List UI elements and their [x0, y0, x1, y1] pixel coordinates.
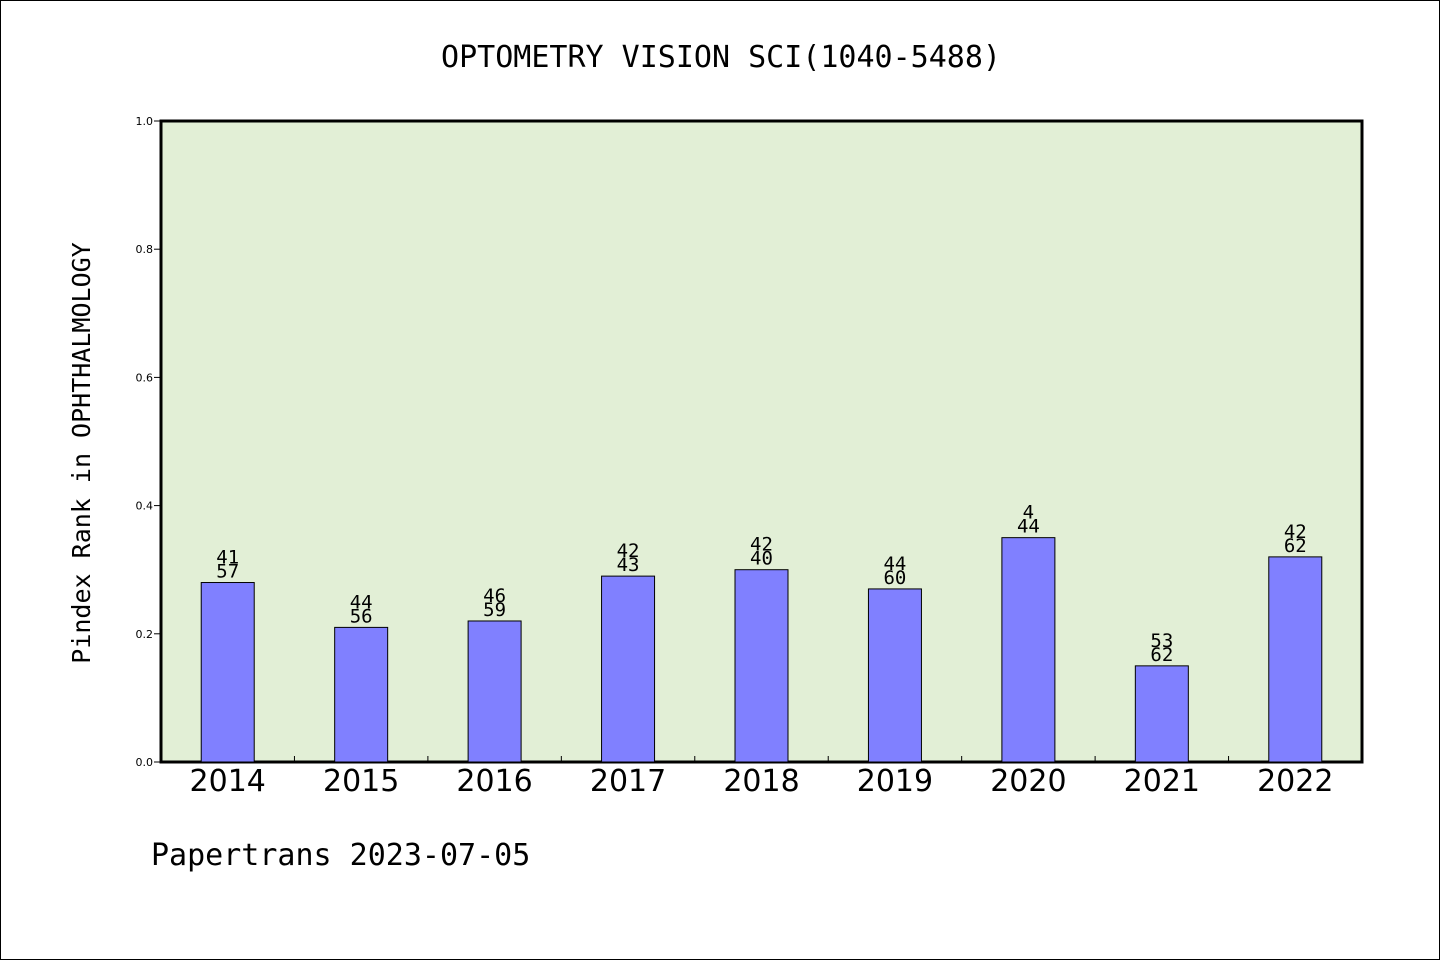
bar-2020 [1001, 537, 1056, 763]
x-axis: 2014 2015 2016 2017 2018 2019 2020 2021 2022 [190, 756, 1333, 799]
bar-2016 [467, 620, 522, 763]
footer-text: Papertrans 2023-07-05 [151, 838, 530, 873]
bar-rank-label: 53 [1150, 630, 1173, 652]
x-tick-label: 2019 [857, 764, 933, 799]
y-axis-label: Pindex Rank in OPHTHALMOLOGY [67, 242, 96, 663]
bar-series [200, 537, 1323, 763]
y-tick-label: 1.0 [136, 115, 154, 128]
y-axis: 0.0 0.2 0.4 0.6 0.8 1.0 [136, 115, 161, 769]
bar-total-label: 62 [1150, 644, 1173, 666]
y-tick-label: 0.4 [136, 500, 154, 513]
chart-title: OPTOMETRY VISION SCI(1040-5488) [441, 40, 1001, 75]
x-tick-label: 2017 [590, 764, 666, 799]
bar-rank-label: 42 [750, 534, 773, 556]
bar-total-label: 40 [750, 548, 773, 570]
bar-total-label: 59 [483, 599, 506, 621]
bar-total-label: 44 [1017, 516, 1040, 538]
bar-2022 [1268, 556, 1323, 763]
bar-rank-label: 42 [1284, 521, 1307, 543]
x-tick-label: 2015 [323, 764, 399, 799]
bar-2018 [734, 569, 789, 763]
x-tick-label: 2021 [1124, 764, 1200, 799]
bar-2019 [867, 588, 922, 763]
y-tick-label: 0.2 [136, 628, 154, 641]
y-tick-label: 0.8 [136, 243, 154, 256]
x-tick-label: 2014 [190, 764, 266, 799]
bar-total-label: 56 [350, 605, 373, 627]
bar-2015 [334, 626, 389, 763]
bar-2021 [1134, 665, 1189, 763]
x-tick-label: 2020 [990, 764, 1066, 799]
y-tick-label: 0.0 [136, 756, 154, 769]
bar-2014 [200, 582, 255, 763]
bar-total-label: 62 [1284, 535, 1307, 557]
x-tick-label: 2022 [1257, 764, 1333, 799]
bar-rank-label: 44 [883, 553, 906, 575]
bar-2017 [601, 575, 656, 763]
bar-total-label: 57 [216, 561, 239, 583]
x-tick-label: 2016 [456, 764, 532, 799]
y-tick-label: 0.6 [136, 371, 154, 384]
bar-rank-label: 42 [617, 540, 640, 562]
bar-total-label: 43 [617, 554, 640, 576]
x-tick-label: 2018 [723, 764, 799, 799]
bar-rank-label: 44 [350, 591, 373, 613]
bar-rank-label: 4 [1023, 502, 1034, 524]
bar-rank-label: 46 [483, 585, 506, 607]
bar-total-label: 60 [883, 567, 906, 589]
bar-rank-label: 41 [216, 547, 239, 569]
